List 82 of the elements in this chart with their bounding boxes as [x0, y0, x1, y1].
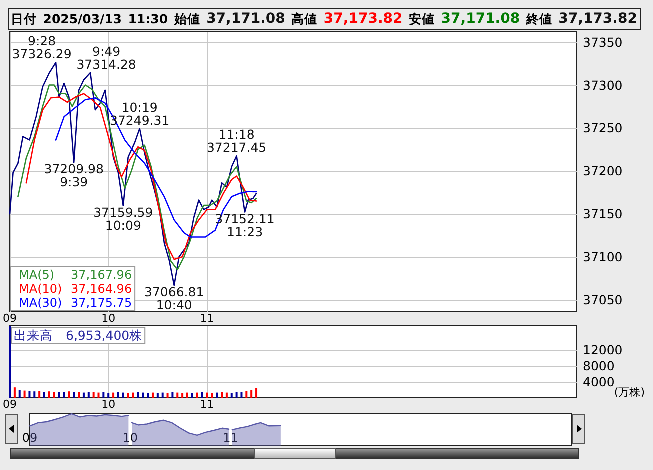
bar — [108, 393, 110, 398]
bar — [152, 392, 154, 398]
bar — [137, 392, 140, 398]
y-axis-title: (万株) — [614, 386, 646, 399]
bar — [172, 392, 174, 398]
text: MA(10) — [19, 282, 62, 296]
text: MA(5) — [19, 268, 55, 282]
y-tick-label: 37150 — [583, 206, 623, 222]
bar — [24, 390, 26, 398]
bar — [162, 392, 164, 398]
y-tick-label: 37350 — [583, 34, 623, 50]
bar — [58, 392, 60, 398]
bar — [230, 393, 233, 398]
y-tick-label: 37300 — [583, 78, 623, 93]
bar — [147, 393, 150, 398]
bar — [102, 392, 105, 398]
bar — [82, 392, 85, 398]
bar — [92, 392, 95, 398]
y-tick-label: 37250 — [583, 120, 623, 136]
bar — [117, 392, 120, 398]
annotation: 11:18 37217.45 — [206, 127, 267, 156]
bar — [38, 391, 41, 398]
bar — [166, 393, 169, 398]
bar — [176, 392, 179, 398]
bar — [132, 392, 134, 398]
annotation: 出来高 6,953,400株 — [14, 328, 143, 343]
bar — [206, 392, 208, 398]
bar — [186, 392, 188, 398]
bar — [142, 392, 144, 398]
bar — [246, 391, 248, 398]
bar — [18, 390, 21, 398]
x-tick-label: 11 — [223, 431, 238, 445]
y-tick-label: 37100 — [583, 250, 623, 265]
y-tick-label: 37050 — [583, 292, 623, 308]
x-tick-label: 09 — [3, 312, 17, 325]
bar — [211, 393, 214, 398]
annotation: 37209.98 9:39 — [44, 162, 104, 190]
text: MA(30) — [19, 296, 62, 310]
annotation: 37,167.96 — [71, 268, 132, 282]
bar — [34, 392, 36, 398]
bar — [236, 392, 238, 398]
x-tick-label: 11 — [200, 312, 214, 325]
bar — [68, 392, 70, 398]
bar — [14, 388, 16, 398]
bar — [216, 392, 218, 398]
annotation: 9:28 37326.29 — [12, 34, 72, 62]
bar — [196, 392, 198, 398]
chart-title: 日付 2025/03/13 11:30 始値 37,171.08 高値 37,173.82 安値 37,171.08 終値 37,173.82 — [11, 11, 638, 27]
annotation: 37,164.96 — [71, 282, 132, 296]
y-tick-label: 8000 — [583, 358, 615, 374]
annotation: 9:49 37314.28 — [76, 44, 136, 72]
annotation: 37159.59 10:09 — [94, 204, 154, 233]
x-tick-label: 09 — [3, 398, 17, 411]
x-tick-label: 10 — [102, 312, 116, 325]
bar — [122, 392, 124, 398]
x-tick-label: 11 — [200, 398, 214, 411]
bar — [48, 392, 50, 398]
annotation: 37066.81 10:40 — [144, 284, 204, 313]
bar — [44, 392, 46, 398]
bar — [88, 392, 90, 398]
y-tick-label: 12000 — [583, 342, 623, 358]
bar — [112, 392, 115, 398]
bar — [98, 392, 100, 398]
bar — [226, 392, 228, 398]
bar — [240, 392, 243, 398]
bar — [221, 392, 224, 398]
y-tick-label: 4000 — [583, 374, 615, 390]
bar — [156, 393, 159, 398]
x-tick-label: 10 — [102, 398, 116, 411]
bar — [182, 393, 184, 398]
annotation: 37,175.75 — [71, 296, 132, 310]
bar — [201, 392, 204, 398]
bar — [53, 392, 56, 398]
bar — [127, 393, 130, 398]
bar — [78, 392, 80, 398]
bar — [73, 392, 76, 398]
bar — [191, 393, 194, 398]
x-tick-label: 10 — [122, 431, 138, 445]
y-tick-label: 37200 — [583, 164, 623, 179]
bar — [28, 391, 31, 398]
bar — [63, 392, 66, 398]
bar — [250, 390, 253, 398]
